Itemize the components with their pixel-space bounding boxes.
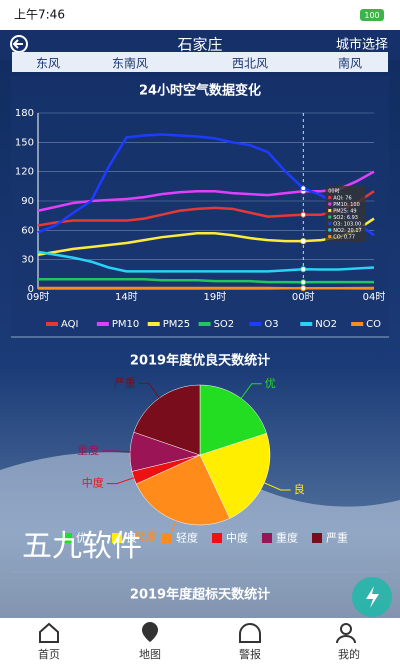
x-tick-label: 14时 xyxy=(115,291,138,303)
hover-point xyxy=(301,286,306,291)
battery-level: 100 xyxy=(364,11,379,20)
legend-swatch xyxy=(351,322,363,326)
tooltip-swatch xyxy=(328,203,331,206)
slice-label: 中度 xyxy=(82,476,104,490)
legend-swatch xyxy=(312,533,322,543)
y-tick-label: 60 xyxy=(21,225,34,236)
hover-point xyxy=(301,267,306,272)
legend-swatch xyxy=(300,322,312,326)
x-tick-label: 09时 xyxy=(27,291,50,303)
hover-point xyxy=(301,280,306,285)
legend-label: 轻度 xyxy=(176,531,198,545)
y-tick-label: 180 xyxy=(15,108,34,119)
wind-label: 东风 xyxy=(36,57,60,71)
section-title: 2019年度超标天数统计 xyxy=(130,587,270,603)
legend-label: PM10 xyxy=(112,319,139,330)
hover-point xyxy=(301,186,306,191)
nav-label: 警报 xyxy=(239,647,261,661)
chart-title: 2019年度优良天数统计 xyxy=(130,353,270,369)
slice-label: 重度 xyxy=(77,443,99,457)
tooltip-line: PM10: 100 xyxy=(333,202,360,208)
legend-swatch xyxy=(148,322,160,326)
nav-label: 我的 xyxy=(338,647,360,661)
tooltip-swatch xyxy=(328,222,331,225)
legend-label: PM25 xyxy=(163,319,190,330)
y-tick-label: 120 xyxy=(15,167,34,178)
tooltip-swatch xyxy=(328,216,331,219)
tooltip-line: CO: 0.77 xyxy=(333,235,355,241)
tooltip-line: AQI: 76 xyxy=(333,196,351,202)
x-tick-label: 19时 xyxy=(203,291,226,303)
y-tick-label: 90 xyxy=(21,196,34,207)
legend-label: SO2 xyxy=(214,319,235,330)
city-select[interactable]: 城市选择 xyxy=(336,37,388,53)
legend-swatch xyxy=(249,322,261,326)
legend-swatch xyxy=(212,533,222,543)
tooltip-swatch xyxy=(328,196,331,199)
tooltip-line: O3: 103.00 xyxy=(333,222,361,228)
legend-swatch xyxy=(162,533,172,543)
legend-swatch xyxy=(97,322,109,326)
legend-label: O3 xyxy=(264,319,278,330)
legend-label: CO xyxy=(366,319,381,330)
hover-point xyxy=(301,212,306,217)
hover-point xyxy=(301,239,306,244)
tooltip-swatch xyxy=(328,209,331,212)
wind-row xyxy=(12,52,388,72)
slice-label: 优 xyxy=(265,377,276,390)
legend-swatch xyxy=(262,533,272,543)
legend-swatch xyxy=(199,322,211,326)
slice-label: 良 xyxy=(294,482,305,496)
nav-label: 首页 xyxy=(38,647,60,661)
tooltip-swatch xyxy=(328,235,331,238)
tooltip-title: 00时 xyxy=(328,188,339,195)
nav-label: 地图 xyxy=(139,648,161,661)
x-tick-label: 00时 xyxy=(292,291,315,303)
tooltip-line: PM25: 49 xyxy=(333,209,356,215)
legend-label: NO2 xyxy=(315,319,337,330)
legend-label: 重度 xyxy=(276,531,298,545)
legend-label: AQI xyxy=(61,319,79,330)
x-tick-label: 04时 xyxy=(363,291,386,303)
slice-label: 严重 xyxy=(114,375,136,389)
status-time: 上午7:46 xyxy=(14,8,65,22)
watermark: 五九软件 xyxy=(22,529,142,564)
legend-label: 严重 xyxy=(326,531,348,545)
y-tick-label: 150 xyxy=(15,137,34,148)
header-title: 石家庄 xyxy=(177,36,222,54)
tooltip-line: SO2: 6.93 xyxy=(333,215,358,221)
tooltip-swatch xyxy=(328,229,331,232)
wind-label: 东南风 xyxy=(112,56,148,71)
wind-label: 西北风 xyxy=(232,57,268,71)
wind-label: 南风 xyxy=(338,56,362,71)
chart-title: 24小时空气数据变化 xyxy=(139,83,261,99)
legend-label: 中度 xyxy=(226,531,248,545)
tooltip-line: NO2: 20.17 xyxy=(333,228,361,234)
y-tick-label: 30 xyxy=(21,255,34,266)
legend-swatch xyxy=(46,322,58,326)
